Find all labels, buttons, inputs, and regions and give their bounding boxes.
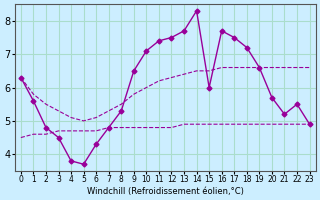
X-axis label: Windchill (Refroidissement éolien,°C): Windchill (Refroidissement éolien,°C): [87, 187, 244, 196]
